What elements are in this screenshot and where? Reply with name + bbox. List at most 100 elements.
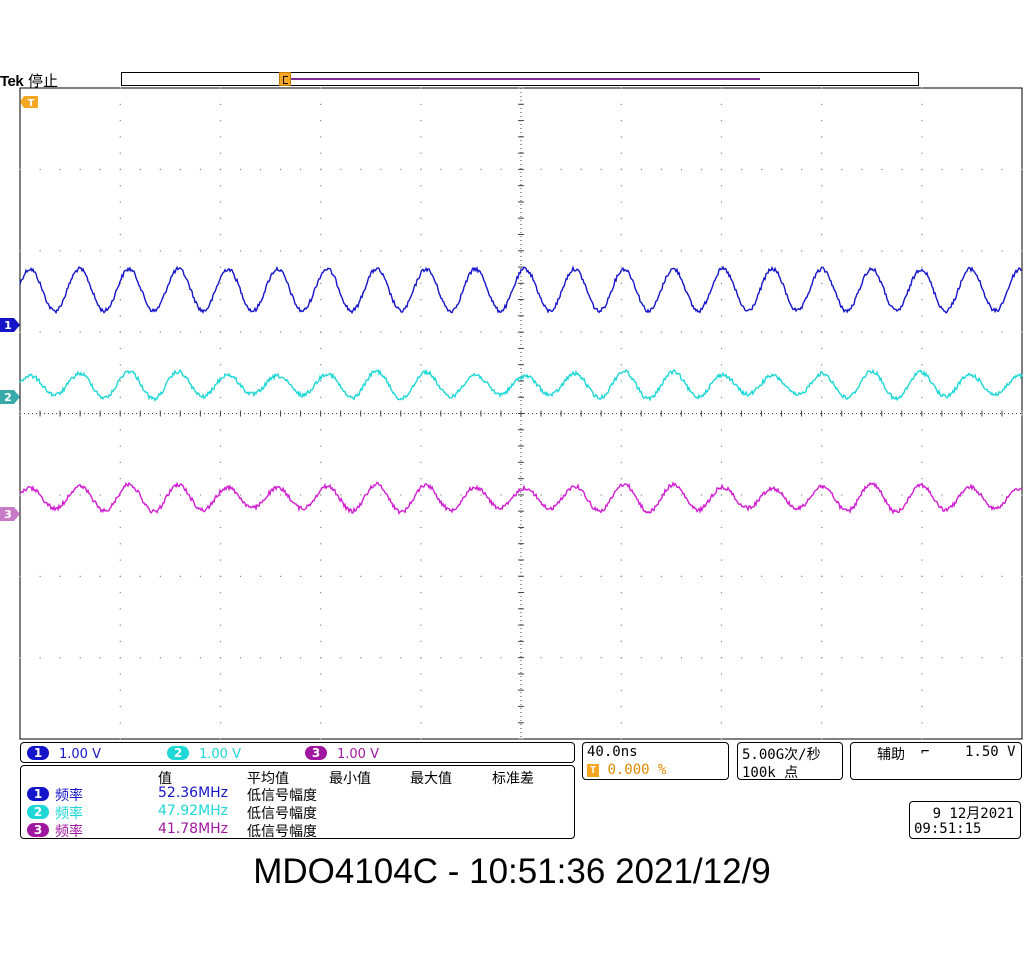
grid-dot [79, 331, 81, 333]
grid-dot [720, 673, 723, 675]
grid-dot [1021, 168, 1023, 171]
grid-dot [881, 657, 883, 659]
grid-dot [119, 233, 121, 236]
grid-dot [901, 494, 903, 496]
grid-dot [79, 657, 81, 659]
grid-dot [400, 250, 402, 252]
grid-dot [600, 575, 602, 577]
trigger-position-icon[interactable] [279, 72, 291, 86]
grid-dot [660, 575, 662, 577]
grid-dot [420, 152, 422, 154]
grid-dot [821, 233, 823, 236]
trigger-position-value: 0.000 % [607, 762, 667, 778]
ch2-scale-readout[interactable]: 2 1.00 V [167, 746, 241, 762]
grid-dot [821, 494, 823, 496]
grid-dot [921, 380, 923, 382]
grid-dot [921, 217, 923, 219]
ch1-ground-marker-icon[interactable]: 1 [0, 318, 20, 332]
grid-dot [19, 331, 21, 333]
grid-dot [420, 217, 422, 219]
grid-dot [640, 250, 642, 252]
grid-dot [600, 494, 602, 496]
record-view-bar[interactable] [121, 72, 919, 86]
grid-dot [921, 364, 923, 366]
ch3-ground-marker-icon[interactable]: 3 [0, 507, 20, 521]
grid-dot [360, 168, 362, 171]
grid-dot [139, 168, 141, 171]
trigger-readout[interactable]: 辅助 ⌐ 1.50 V [850, 742, 1022, 780]
measurement-table[interactable]: 值 平均值 最小值 最大值 标准差 1 频率 52.36MHz 低信号幅度 2 … [20, 765, 576, 840]
grid-dot [420, 657, 422, 659]
grid-dot [660, 168, 662, 171]
grid-dot [139, 331, 141, 333]
grid-dot [1001, 494, 1003, 496]
grid-dot [39, 575, 41, 577]
grid-dot [560, 168, 562, 171]
grid-dot [119, 705, 121, 708]
grid-dot [119, 543, 121, 545]
acquisition-readout[interactable]: 5.00G次/秒 100k 点 [737, 742, 843, 781]
grid-dot [420, 705, 422, 708]
grid-dot [320, 657, 322, 659]
grid-dot [79, 575, 81, 577]
measurement-row[interactable]: 1 频率 52.36MHz 低信号幅度 [21, 785, 576, 804]
grid-dot [119, 185, 121, 187]
channel-markers[interactable]: T 1 2 3 [0, 96, 38, 521]
grid-dot [841, 250, 843, 252]
grid-dot [801, 575, 803, 577]
grid-dot [821, 282, 823, 284]
grid-dot [119, 299, 121, 301]
grid-dot [740, 657, 743, 659]
grid-dot [821, 315, 823, 317]
grid-dot [380, 575, 382, 577]
grid-dot [640, 331, 642, 333]
measurement-row[interactable]: 3 频率 41.78MHz 低信号幅度 [21, 821, 576, 840]
grid-dot [360, 331, 362, 333]
grid-dot [219, 380, 222, 382]
grid-dot [620, 461, 622, 464]
grid-dot [821, 624, 823, 626]
grid-dot [821, 364, 823, 366]
grid-dot [259, 168, 262, 171]
grid-dot [620, 640, 622, 643]
grid-dot [119, 168, 121, 171]
ch1-scale-readout[interactable]: 1 1.00 V [27, 746, 101, 762]
grid-dot [420, 640, 422, 643]
grid-dot [921, 543, 923, 545]
ch2-waveform [19, 368, 1023, 402]
grid-dot [259, 494, 262, 496]
measurement-row[interactable]: 2 频率 47.92MHz 低信号幅度 [21, 803, 576, 822]
trigger-marker-icon[interactable]: T [20, 96, 38, 109]
grid-dot [760, 331, 763, 333]
grid-dot [380, 494, 382, 496]
grid-dot [821, 559, 823, 561]
grid-dot [961, 657, 963, 659]
ch3-scale-value: 1.00 V [337, 747, 379, 762]
grid-dot [59, 331, 61, 333]
grid-dot [480, 250, 482, 252]
ch2-ground-marker-icon[interactable]: 2 [0, 390, 20, 404]
grid-dot [300, 168, 302, 171]
grid-dot [821, 657, 823, 659]
grid-dot [219, 185, 222, 187]
grid-dot [941, 250, 943, 252]
grid-dot [19, 250, 21, 252]
grid-dot [159, 250, 161, 252]
grid-dot [119, 364, 121, 366]
grid-dot [720, 201, 723, 203]
grid-dot [320, 705, 322, 708]
grid-dot [340, 331, 342, 333]
grid-dot [219, 331, 222, 333]
ch3-scale-readout[interactable]: 3 1.00 V [305, 746, 379, 762]
grid-dot [921, 575, 923, 577]
grid-dot [821, 87, 823, 89]
grid-dot [420, 250, 422, 252]
grid-dot [219, 494, 222, 496]
grid-dot [720, 185, 723, 187]
grid-dot [480, 494, 482, 496]
grid-dot [620, 559, 622, 561]
grid-dot [720, 543, 723, 545]
timebase-readout[interactable]: 40.0ns T 0.000 % [582, 742, 729, 780]
grid-dot [941, 657, 943, 659]
